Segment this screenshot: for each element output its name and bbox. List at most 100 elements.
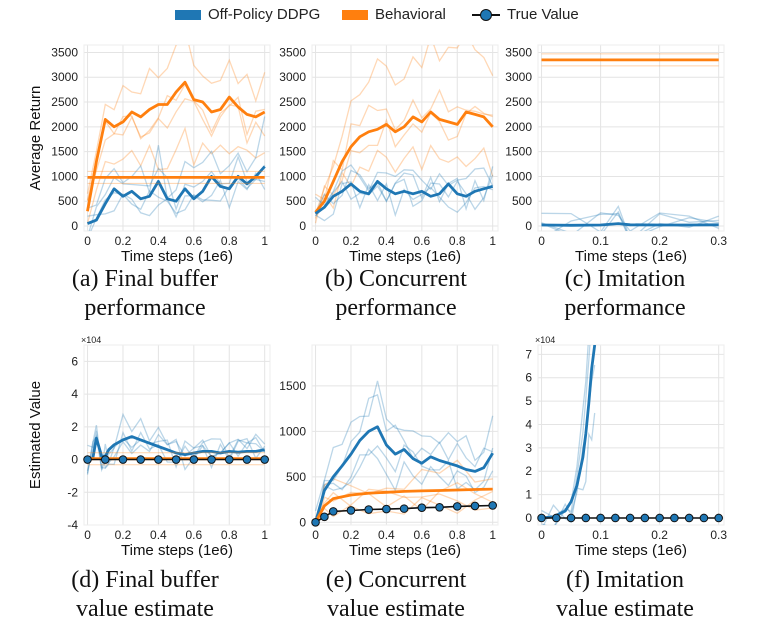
y-tick-label: 1000	[279, 424, 306, 438]
true-value-point	[83, 455, 92, 464]
legend-swatch-behavioral	[342, 9, 368, 20]
true-value-point	[596, 513, 605, 523]
x-tick-label: 1	[261, 234, 268, 248]
caption-e-line1: (e) Concurrent	[325, 567, 467, 593]
chart-f: 0 1 2 3 4 5 6 7 0 0.1 0.2 0.3 Time steps (1e6) ×104	[525, 335, 727, 559]
y-tick-label: 1000	[51, 169, 78, 183]
true-value-point	[699, 513, 709, 523]
y-tick-label: 1500	[279, 379, 306, 393]
y-tick-label: 2500	[279, 95, 306, 109]
true-value-point	[328, 507, 338, 516]
y-tick-label: 3500	[51, 45, 78, 59]
legend-label-off-policy: Off-Policy DDPG	[208, 6, 321, 23]
y-tick-label: -2	[67, 485, 78, 499]
legend-item-true-value: True Value	[472, 6, 579, 23]
caption-b: (b) Concurrent performance	[296, 265, 496, 323]
caption-e: (e) Concurrent value estimate	[296, 566, 496, 624]
y-tick-label: 0	[525, 511, 532, 525]
true-value-point	[655, 513, 664, 523]
caption-d: (d) Final buffer value estimate	[45, 566, 245, 624]
seed-trace-off-policy-ddpg	[87, 171, 266, 219]
seed-trace-behavioral	[314, 490, 493, 518]
x-tick-label: 0.2	[651, 528, 668, 542]
seed-trace-off-policy-ddpg	[87, 116, 266, 209]
true-value-point	[625, 513, 635, 523]
plot-frame	[83, 344, 271, 526]
series-line-behavioral	[314, 487, 493, 523]
y-tick-label: 2000	[51, 120, 78, 134]
seed-trace-off-policy-ddpg	[314, 380, 494, 512]
seed-trace-off-policy-ddpg	[314, 166, 494, 214]
true-value-point	[207, 455, 216, 464]
y-tick-label: 1500	[51, 145, 78, 159]
y-tick-label: 500	[58, 194, 78, 208]
y-tick-label: 2500	[505, 95, 532, 109]
y-tick-label: 1500	[279, 145, 306, 159]
seed-trace-behavioral	[86, 83, 265, 202]
caption-a: (a) Final buffer performance	[45, 265, 245, 323]
y-tick-label: 7	[525, 347, 532, 361]
y-tick-label: 500	[512, 194, 532, 208]
caption-b-line1: (b) Concurrent	[325, 266, 467, 292]
caption-c-line1: (c) Imitation	[564, 266, 686, 292]
x-axis-label: Time steps (1e6)	[121, 542, 233, 559]
y-tick-label: 0	[525, 219, 532, 233]
true-value-point	[118, 455, 128, 464]
y-tick-label: 0	[71, 453, 78, 467]
caption-d-line1: (d) Final buffer	[71, 567, 219, 593]
true-value-point	[488, 501, 497, 510]
chart-c: 0 500 1000 1500 2000 2500 3000 3500 0 0.1 0.2 0.3 Ti…	[505, 44, 727, 265]
x-tick-label: 0.8	[449, 528, 466, 542]
series-line-off-policy-ddpg	[86, 165, 266, 225]
true-value-point	[684, 513, 694, 523]
true-value-point	[537, 513, 546, 523]
y-tick-label: 3	[525, 441, 532, 455]
x-tick-label: 0.4	[378, 234, 395, 248]
y-multiplier-label: ×104	[535, 335, 555, 345]
seed-trace-off-policy-ddpg	[316, 394, 493, 525]
true-value-point	[399, 504, 409, 513]
true-value-point	[470, 501, 480, 511]
y-multiplier-label: ×104	[81, 335, 101, 345]
x-tick-label: 0.3	[710, 234, 727, 248]
seed-trace-behavioral	[86, 45, 266, 194]
x-axis-label: Time steps (1e6)	[349, 248, 461, 265]
true-value-point	[581, 513, 591, 523]
plot-frame	[83, 44, 271, 232]
y-tick-label: 500	[286, 470, 306, 484]
true-value-point	[552, 513, 561, 523]
seed-trace-off-policy-ddpg	[541, 345, 591, 518]
true-value-point	[189, 455, 199, 464]
y-tick-label: 6	[525, 371, 532, 385]
x-tick-label: 0.1	[592, 528, 609, 542]
x-tick-label: 0.6	[413, 234, 430, 248]
seed-trace-off-policy-ddpg	[86, 433, 266, 471]
seed-trace-behavioral	[86, 97, 266, 201]
x-tick-label: 0.6	[185, 528, 202, 542]
legend-item-off-policy: Off-Policy DDPG	[175, 6, 320, 23]
x-tick-label: 0.2	[115, 234, 132, 248]
true-value-point	[435, 502, 444, 512]
chart-d: -4 -2 0 2 4 6 0 0.2 0.4 0.6 0.8 1 Time steps (1e6) Es…	[27, 335, 271, 559]
y-tick-label: 2	[71, 420, 78, 434]
true-value-point	[382, 504, 391, 514]
true-value-point	[364, 505, 373, 514]
true-value-point	[714, 513, 723, 523]
true-value-point	[566, 513, 576, 523]
y-tick-label: 2500	[51, 95, 78, 109]
x-tick-label: 0	[538, 528, 545, 542]
chart-e: 0 500 1000 1500 0 0.2 0.4 0.6 0.8 1 Time steps (1e…	[279, 344, 499, 559]
series-line-behavioral	[86, 80, 266, 212]
true-value-point	[242, 455, 252, 464]
y-tick-label: 0	[299, 515, 306, 529]
true-value-point	[136, 455, 145, 464]
x-tick-label: 0	[84, 528, 91, 542]
series-line-off-policy-ddpg	[541, 345, 597, 520]
y-tick-label: 1000	[279, 169, 306, 183]
series-line-behavioral	[314, 110, 494, 214]
seed-trace-off-policy-ddpg	[541, 204, 719, 231]
caption-d-line2: value estimate	[76, 596, 214, 622]
true-value-point	[100, 455, 110, 464]
true-value-point	[311, 517, 320, 527]
